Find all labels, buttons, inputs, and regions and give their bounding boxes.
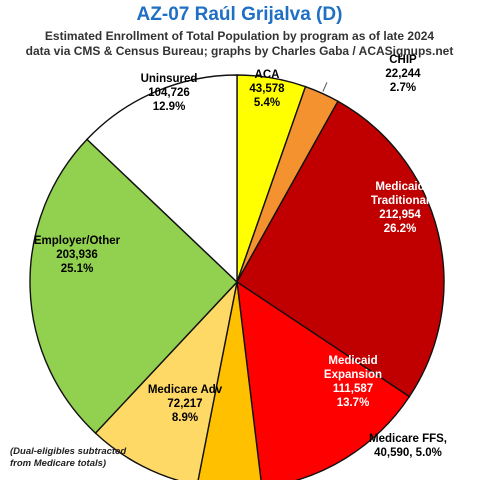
slice-label-2: Medicaid Traditional 212,954 26.2% <box>371 181 429 235</box>
pie-slice-3 <box>236 280 411 480</box>
slice-label-0-line-1: 43,578 <box>249 83 285 95</box>
slice-label-2-line-0: Medicaid <box>375 181 424 193</box>
slice-label-4-line-1: 40,590, 5.0% <box>374 447 442 459</box>
slice-label-2-line-3: 26.2% <box>384 223 417 235</box>
slice-label-3-line-2: 111,587 <box>333 383 373 395</box>
slice-label-3-line-0: Medicaid <box>328 355 377 367</box>
slice-label-6-line-1: 203,936 <box>56 249 98 261</box>
slice-label-1: CHIP 22,244 2.7% <box>385 54 421 94</box>
pie-slice-5 <box>94 279 239 480</box>
slice-label-3-line-1: Expansion <box>324 369 382 381</box>
footnote-line-2: from Medicare totals) <box>10 458 107 469</box>
slice-label-2-line-1: Traditional <box>371 195 429 207</box>
slice-label-6-line-2: 25.1% <box>61 263 94 275</box>
pie-slice-4 <box>197 281 262 480</box>
leader-line-1 <box>322 82 328 92</box>
slice-label-6: Employer/Other 203,936 25.1% <box>34 235 121 275</box>
slice-label-7-line-1: 104,726 <box>148 87 190 99</box>
slice-label-4: Medicare FFS, 40,590, 5.0% <box>369 433 447 459</box>
slice-label-0-line-0: ACA <box>255 69 280 81</box>
slice-label-5-line-2: 8.9% <box>172 412 198 424</box>
pie-slice-6 <box>29 138 238 435</box>
slice-label-1-line-2: 2.7% <box>390 82 416 94</box>
slice-label-6-line-0: Employer/Other <box>34 235 121 247</box>
slice-label-1-line-0: CHIP <box>389 54 417 66</box>
slice-label-5: Medicare Adv 72,217 8.9% <box>148 384 223 424</box>
slice-label-2-line-2: 212,954 <box>379 209 421 221</box>
slice-label-5-line-0: Medicare Adv <box>148 384 223 396</box>
pie-slice-2 <box>236 100 445 398</box>
slice-label-0: ACA 43,578 5.4% <box>249 69 285 109</box>
pie-slice-7 <box>86 74 238 284</box>
footnote: (Dual-eligibles subtracted from Medicare… <box>10 446 126 470</box>
subtitle-line-2: data via CMS & Census Bureau; graphs by … <box>25 44 454 58</box>
chart-subtitle: Estimated Enrollment of Total Population… <box>0 29 479 59</box>
chart-title: AZ-07 Raúl Grijalva (D) <box>136 4 343 25</box>
slice-label-1-line-1: 22,244 <box>385 68 421 80</box>
slice-label-7: Uninsured 104,726 12.9% <box>141 73 198 113</box>
slice-label-7-line-2: 12.9% <box>153 101 186 113</box>
slice-label-7-line-0: Uninsured <box>141 73 198 85</box>
subtitle-line-1: Estimated Enrollment of Total Population… <box>44 29 435 43</box>
slice-label-3: Medicaid Expansion 111,587 13.7% <box>324 355 382 409</box>
slice-label-4-line-0: Medicare FFS, <box>369 433 447 445</box>
slice-label-3-line-3: 13.7% <box>337 397 370 409</box>
slice-label-0-line-2: 5.4% <box>254 97 280 109</box>
slice-label-5-line-1: 72,217 <box>167 398 202 410</box>
footnote-line-1: (Dual-eligibles subtracted <box>10 446 127 457</box>
